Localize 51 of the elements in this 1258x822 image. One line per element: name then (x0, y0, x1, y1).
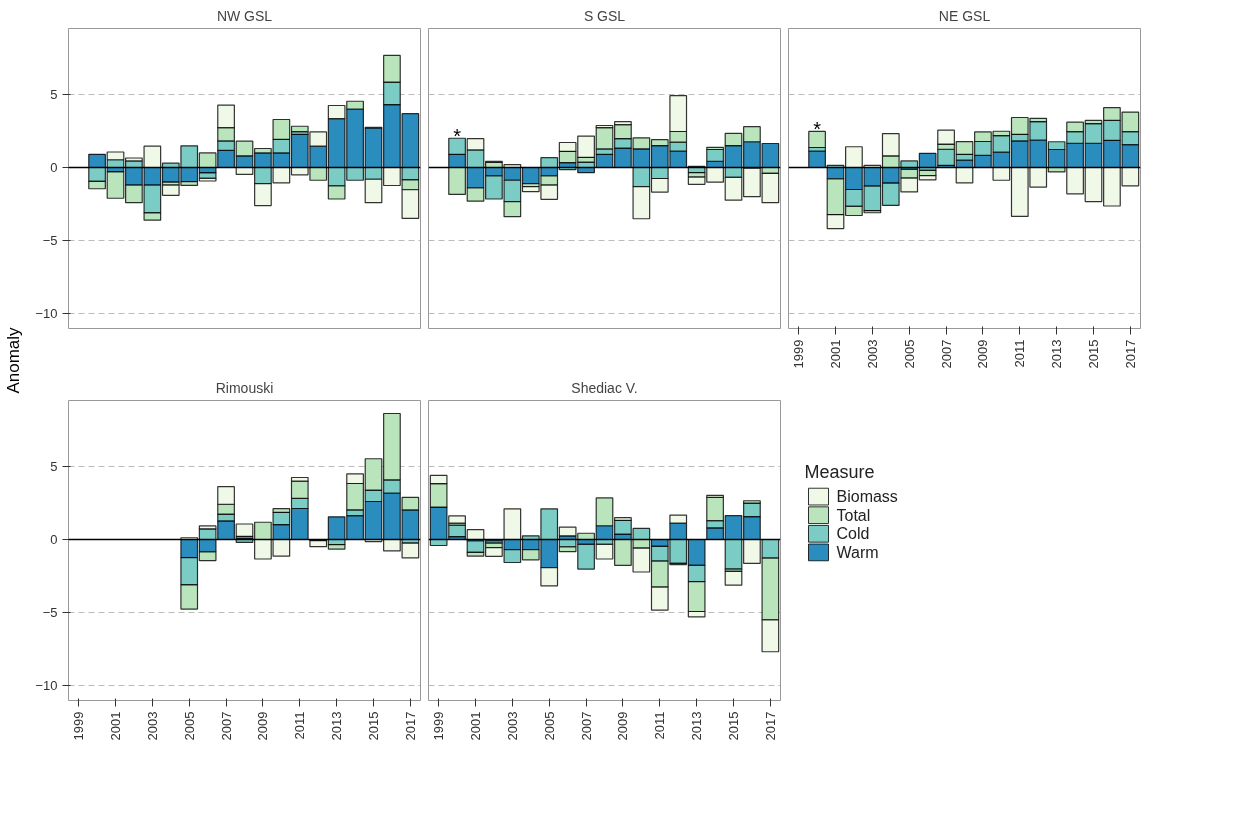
chart-title: Rimouski (215, 379, 274, 396)
x-tick-label: 2015 (726, 711, 742, 741)
x-tick-label: 2007 (938, 339, 954, 369)
x-tick-label: 2007 (218, 711, 234, 741)
x-tick-label: 2013 (689, 711, 705, 741)
x-tick-label: 2001 (467, 711, 483, 741)
x-tick-label: 2017 (402, 711, 418, 741)
y-tick-label: 0 (50, 532, 58, 548)
x-tick-label: 2007 (578, 711, 594, 741)
chart-title: Shediac V. (571, 379, 638, 396)
chart-title: NW GSL (216, 7, 273, 24)
y-tick-label: −5 (42, 233, 58, 249)
x-tick-label: 2013 (1049, 339, 1065, 369)
x-tick-label: 2011 (1012, 339, 1028, 368)
x-tick-label: 2003 (504, 711, 520, 741)
x-tick-label: 2013 (329, 711, 345, 741)
y-tick-label: 0 (50, 160, 58, 176)
legend-label: Cold (836, 525, 870, 543)
chart-title: NE GSL (938, 7, 991, 24)
legend-title: Measure (804, 462, 875, 483)
x-tick-label: 1999 (431, 711, 447, 741)
y-axis-title: Anomaly (4, 326, 23, 394)
x-tick-label: 2017 (762, 711, 778, 741)
legend-label: Warm (836, 543, 879, 561)
y-tick-label: 5 (50, 86, 58, 102)
x-tick-label: 2005 (541, 711, 557, 741)
x-tick-label: 2005 (901, 339, 917, 369)
x-tick-label: 2001 (107, 711, 123, 741)
x-tick-label: 1999 (71, 711, 87, 741)
x-tick-label: 2001 (827, 339, 843, 369)
x-tick-label: 2015 (1086, 339, 1102, 369)
x-tick-label: 2005 (181, 711, 197, 741)
legend-label: Total (836, 506, 871, 524)
x-tick-label: 2003 (864, 339, 880, 369)
annotation: * (813, 118, 822, 141)
x-tick-label: 2009 (615, 711, 631, 741)
y-tick-label: −10 (35, 678, 58, 694)
annotation: * (453, 125, 462, 148)
x-tick-label: 2011 (292, 711, 308, 740)
legend-label: Biomass (836, 488, 898, 506)
x-tick-label: 2011 (652, 711, 668, 740)
x-tick-label: 1999 (791, 339, 807, 369)
x-tick-label: 2009 (255, 711, 271, 741)
x-tick-label: 2009 (975, 339, 991, 369)
y-tick-label: −10 (35, 306, 58, 322)
x-tick-label: 2017 (1122, 339, 1138, 369)
x-tick-label: 2003 (144, 711, 160, 741)
y-tick-label: 5 (50, 458, 58, 474)
y-tick-label: −5 (42, 605, 58, 621)
chart-title: S GSL (583, 7, 626, 24)
x-tick-label: 2015 (366, 711, 382, 741)
